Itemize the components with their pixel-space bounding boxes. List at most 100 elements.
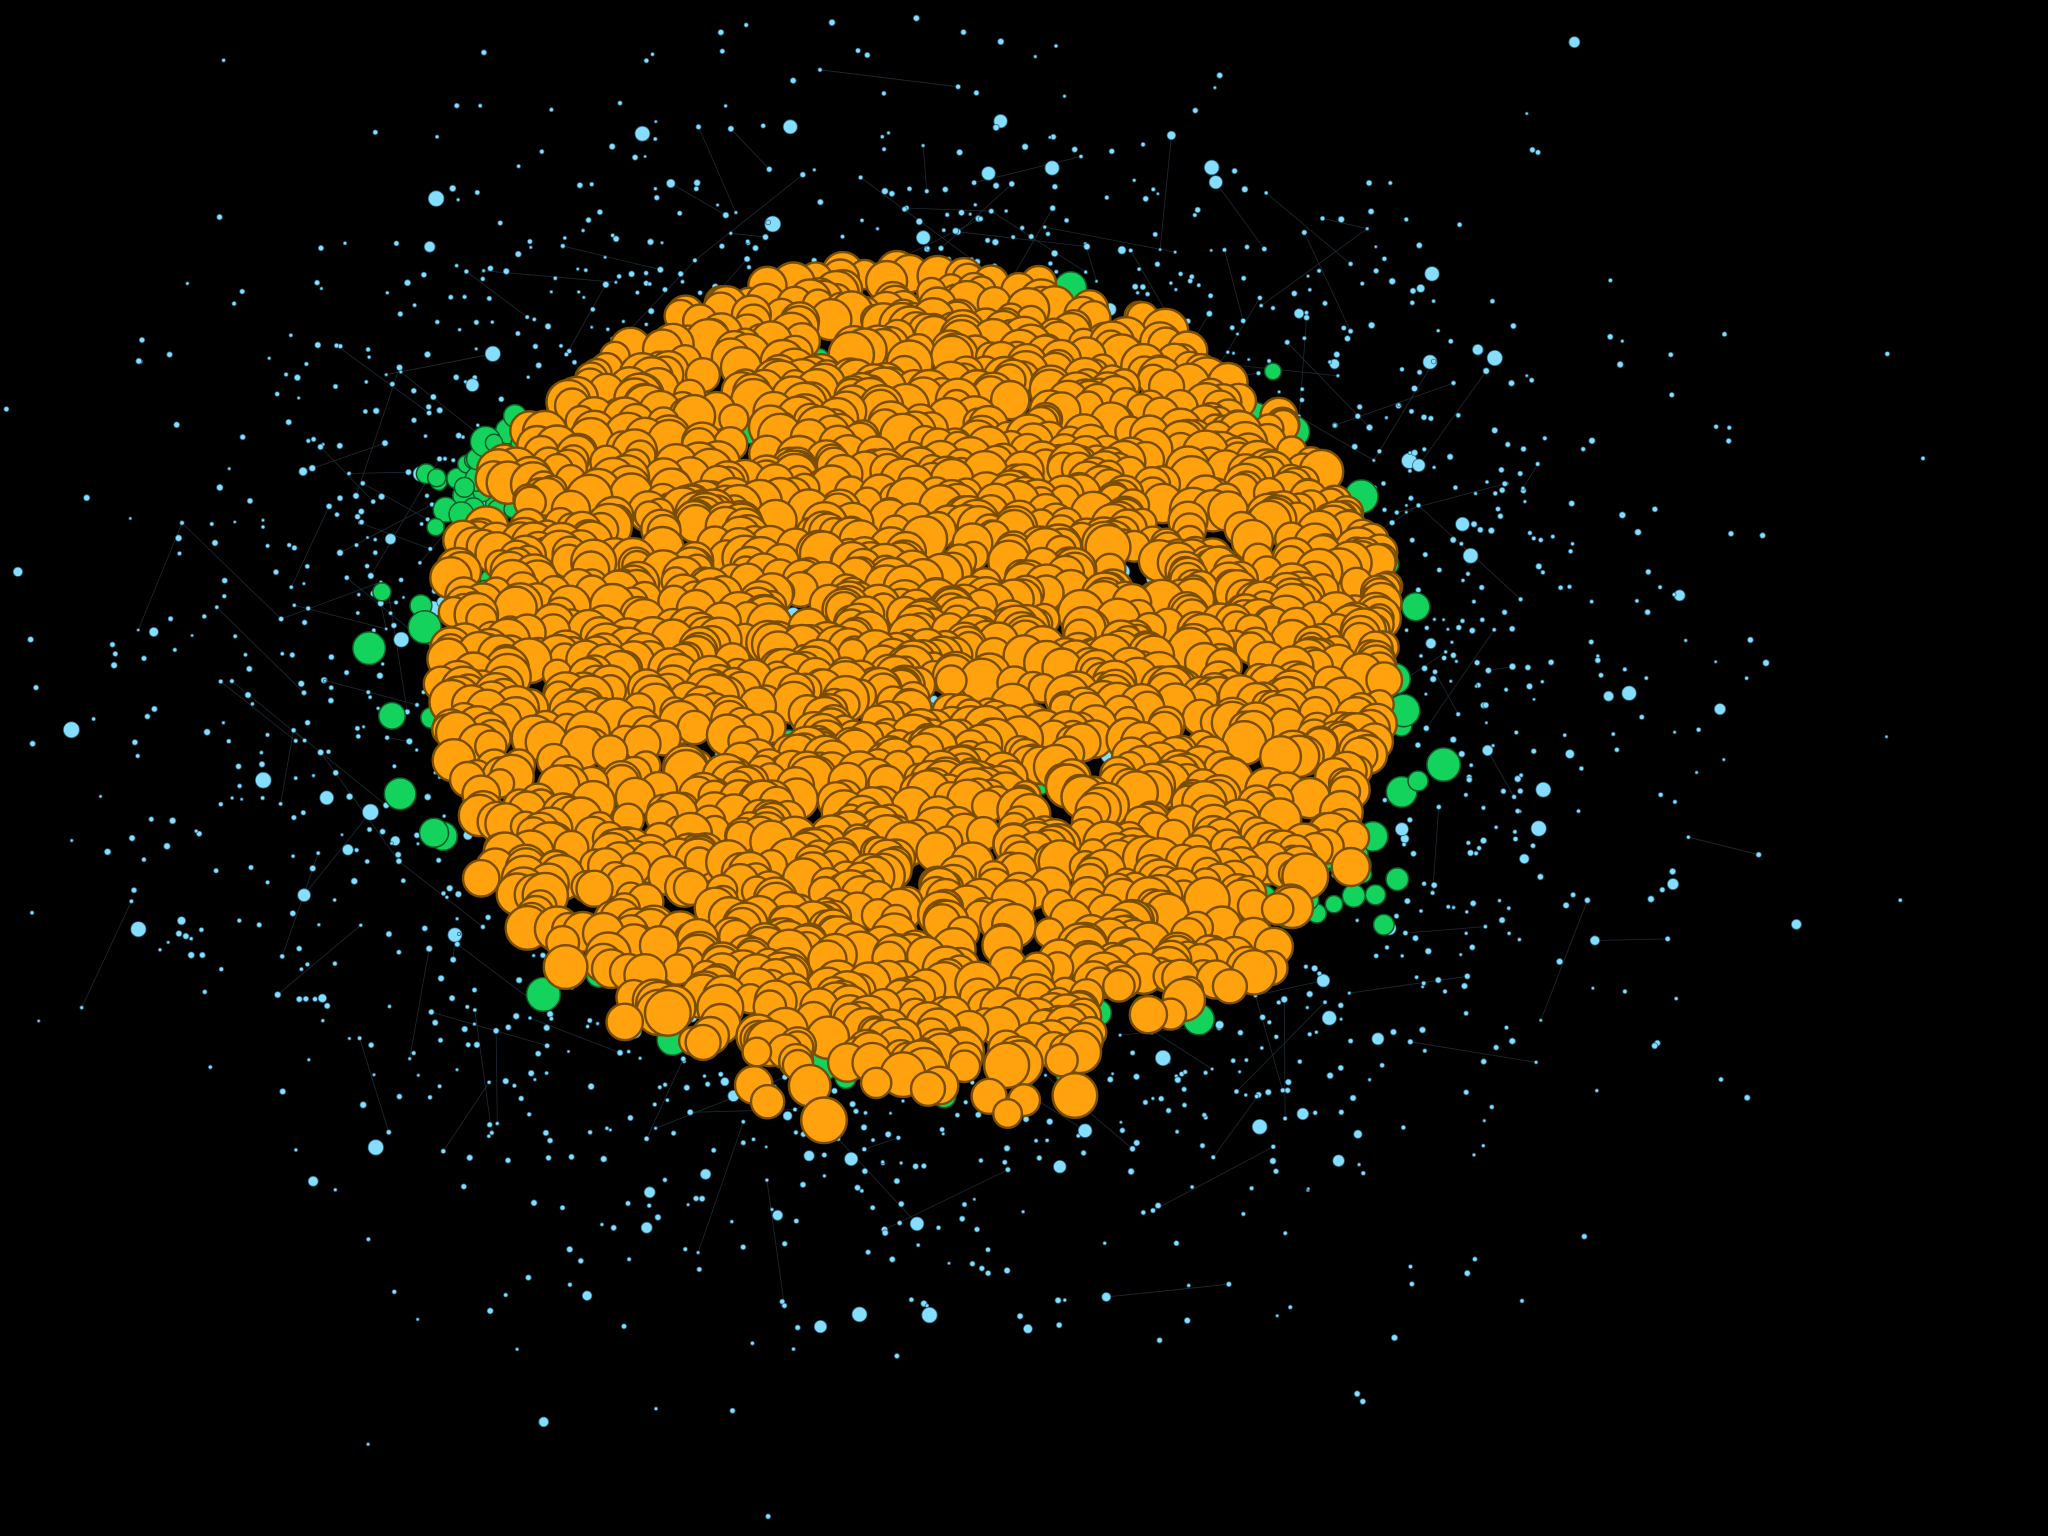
- periphery-node: [366, 1442, 371, 1447]
- periphery-node: [1404, 897, 1411, 905]
- periphery-node: [373, 537, 378, 542]
- periphery-node: [939, 1126, 945, 1133]
- periphery-node: [453, 102, 460, 109]
- periphery-node: [128, 898, 134, 904]
- periphery-node: [1455, 412, 1461, 418]
- edge: [566, 284, 607, 355]
- edge: [386, 353, 493, 376]
- edge: [1286, 342, 1370, 428]
- bridge-node: [1341, 883, 1366, 908]
- periphery-node: [1210, 1154, 1216, 1160]
- periphery-node: [1129, 1050, 1136, 1056]
- periphery-node: [1261, 246, 1268, 252]
- periphery-node: [881, 146, 887, 152]
- periphery-node: [304, 563, 310, 570]
- periphery-node: [765, 219, 771, 226]
- periphery-node: [317, 443, 324, 451]
- periphery-node: [175, 534, 183, 542]
- periphery-node: [1282, 1116, 1288, 1121]
- periphery-node: [1464, 973, 1471, 980]
- periphery-node: [575, 267, 580, 271]
- periphery-node: [921, 1307, 938, 1324]
- periphery-node: [729, 1219, 734, 1224]
- periphery-node: [959, 1215, 966, 1222]
- periphery-node: [1016, 1312, 1024, 1320]
- periphery-node: [840, 234, 845, 240]
- periphery-node: [859, 1188, 865, 1194]
- periphery-node: [504, 1157, 512, 1164]
- edge: [1425, 629, 1495, 729]
- periphery-node: [1043, 1073, 1048, 1078]
- periphery-node: [1189, 273, 1195, 280]
- periphery-node: [589, 325, 594, 330]
- periphery-node: [239, 288, 246, 295]
- periphery-node: [395, 858, 403, 865]
- periphery-node: [760, 123, 766, 129]
- periphery-node: [27, 636, 34, 643]
- periphery-node: [1511, 794, 1517, 800]
- edge: [1044, 226, 1176, 253]
- periphery-node: [1603, 690, 1614, 702]
- periphery-node: [549, 1016, 554, 1022]
- periphery-node: [1380, 480, 1387, 487]
- periphery-node: [1094, 279, 1099, 284]
- periphery-node: [361, 724, 366, 729]
- periphery-node: [1446, 453, 1454, 461]
- periphery-node: [813, 1320, 828, 1334]
- periphery-node: [779, 1298, 786, 1305]
- periphery-node: [1517, 937, 1522, 942]
- edge: [1255, 995, 1284, 1091]
- periphery-node: [600, 1155, 608, 1163]
- hub-node: [1044, 1042, 1079, 1078]
- periphery-node: [897, 1220, 903, 1226]
- periphery-node: [626, 1049, 631, 1054]
- periphery-node: [1498, 487, 1506, 494]
- periphery-node: [1368, 321, 1376, 329]
- periphery-node: [412, 302, 417, 308]
- periphery-node: [1168, 280, 1174, 286]
- periphery-node: [1344, 335, 1351, 342]
- periphery-node: [1755, 851, 1762, 858]
- periphery-node: [1530, 748, 1537, 755]
- periphery-node: [503, 1292, 509, 1298]
- edge: [860, 177, 972, 260]
- periphery-node: [608, 1128, 613, 1132]
- periphery-node: [166, 940, 171, 945]
- periphery-node: [1589, 935, 1601, 946]
- periphery-node: [539, 149, 545, 155]
- periphery-node: [1053, 1159, 1067, 1174]
- periphery-node: [803, 1150, 815, 1162]
- periphery-node: [859, 218, 865, 223]
- periphery-node: [616, 273, 622, 280]
- periphery-node: [1657, 792, 1664, 798]
- periphery-node: [1291, 290, 1298, 297]
- periphery-node: [484, 914, 492, 921]
- periphery-node: [992, 124, 1000, 132]
- periphery-node: [367, 695, 373, 700]
- periphery-node: [1419, 1026, 1427, 1034]
- periphery-node: [514, 250, 522, 258]
- periphery-node: [342, 241, 348, 246]
- periphery-node: [1273, 1168, 1280, 1175]
- periphery-node: [653, 186, 658, 191]
- periphery-node: [1618, 511, 1627, 519]
- periphery-node: [1418, 908, 1424, 914]
- periphery-node: [1379, 1062, 1385, 1068]
- periphery-node: [231, 301, 237, 307]
- periphery-node: [454, 941, 461, 948]
- periphery-node: [380, 661, 385, 667]
- periphery-node: [79, 1005, 84, 1010]
- periphery-node: [1374, 245, 1378, 249]
- periphery-node: [260, 795, 266, 801]
- periphery-node: [532, 343, 539, 350]
- periphery-node: [1461, 982, 1468, 990]
- periphery-node: [233, 520, 237, 524]
- periphery-node: [1446, 627, 1450, 632]
- periphery-node: [751, 1137, 756, 1142]
- periphery-node: [1230, 1057, 1236, 1064]
- periphery-node: [1373, 267, 1380, 274]
- periphery-node: [1063, 217, 1070, 224]
- periphery-node: [1226, 1281, 1232, 1288]
- periphery-node: [112, 651, 119, 657]
- periphery-node: [1442, 989, 1448, 995]
